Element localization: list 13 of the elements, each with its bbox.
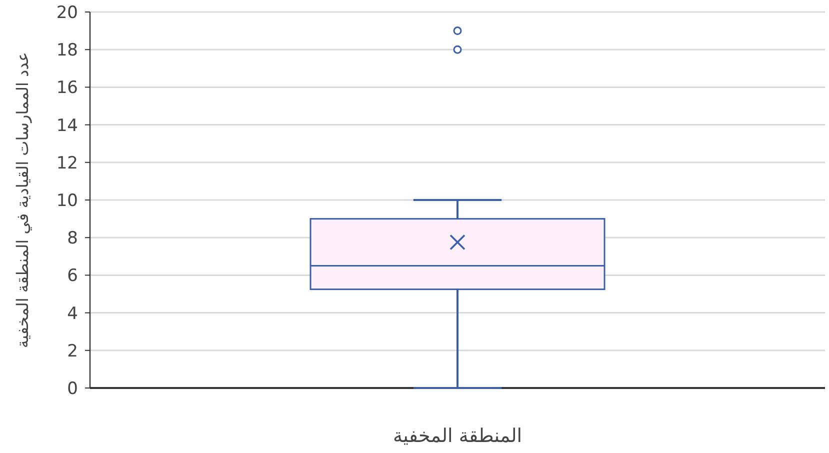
y-tick-label: 6: [67, 266, 78, 286]
y-tick-label: 14: [56, 116, 78, 136]
y-tick-label: 20: [56, 3, 78, 23]
x-tick-label: المنطقة المخفية: [392, 425, 522, 447]
y-tick-label: 4: [67, 304, 78, 324]
y-tick-label: 8: [67, 228, 78, 249]
y-tick-label: 12: [56, 153, 78, 174]
y-axis-title: عدد الممارسات القيادية في المنطقة المخفية: [13, 52, 32, 348]
y-tick-label: 16: [56, 78, 78, 98]
y-tick-label: 18: [56, 40, 78, 61]
y-tick-label: 2: [67, 341, 78, 362]
y-tick-label: 10: [56, 191, 78, 211]
y-tick-label: 0: [67, 379, 78, 399]
